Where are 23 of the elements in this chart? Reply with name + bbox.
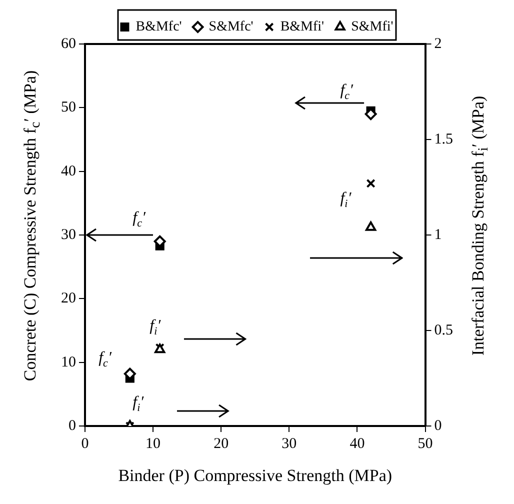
y-tick-label: 30 <box>61 226 76 243</box>
x-tick-label: 20 <box>214 436 229 452</box>
y-tick-label: 10 <box>61 354 76 370</box>
x-tick-label: 40 <box>350 436 365 452</box>
y2-tick-label: 0.5 <box>434 322 453 338</box>
legend-label: B&Mfc' <box>136 20 182 35</box>
y-tick-label: 60 <box>61 36 76 52</box>
y2-tick-label: 2 <box>434 36 442 52</box>
y-tick-label: 40 <box>61 163 76 180</box>
legend-label: S&Mfc' <box>208 20 254 35</box>
y-tick-label: 0 <box>68 418 76 434</box>
y2-tick-label: 0 <box>434 418 442 434</box>
x-axis-title: Binder (P) Compressive Strength (MPa) <box>117 466 394 486</box>
legend-label: B&Mfi' <box>280 20 324 35</box>
legend-label: S&Mfi' <box>351 20 394 35</box>
y-tick-label: 20 <box>61 290 76 307</box>
x-tick-label: 10 <box>146 436 161 452</box>
y-tick-label: 50 <box>61 100 76 116</box>
x-tick-label: 0 <box>81 436 89 452</box>
y2-tick-label: 1 <box>434 226 442 243</box>
y2-tick-label: 1.5 <box>434 131 453 148</box>
x-tick-label: 50 <box>418 436 433 452</box>
x-tick-label: 30 <box>282 436 297 452</box>
